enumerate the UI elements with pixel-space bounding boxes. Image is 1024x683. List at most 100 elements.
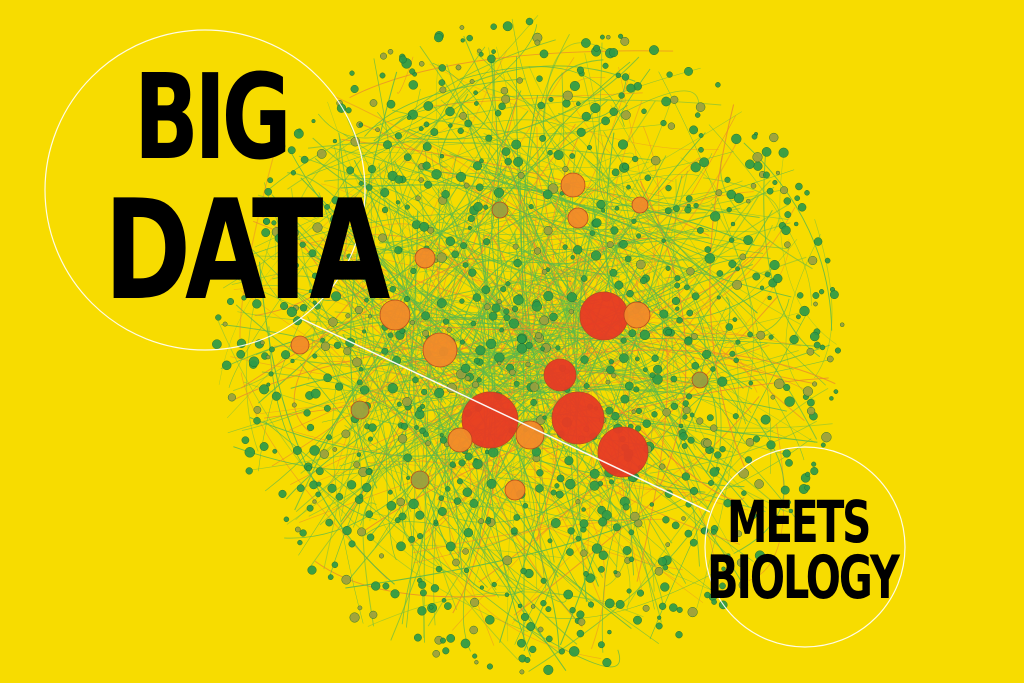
network-node [621, 110, 631, 120]
network-node [299, 304, 308, 312]
network-node [409, 68, 416, 75]
network-node [766, 440, 776, 450]
network-node [430, 584, 440, 593]
network-node [610, 226, 619, 235]
network-node [483, 204, 489, 210]
network-node [346, 166, 355, 175]
network-node [473, 357, 480, 364]
network-node [545, 635, 553, 643]
network-node [565, 478, 576, 490]
network-node [349, 612, 360, 623]
network-node [459, 112, 467, 120]
network-edge [300, 239, 412, 474]
network-node [424, 180, 432, 189]
network-edge [413, 462, 656, 564]
network-nodes [212, 17, 845, 675]
network-node [319, 449, 329, 459]
network-node [227, 393, 236, 402]
network-node [804, 484, 811, 491]
network-node [631, 218, 637, 224]
network-node [624, 381, 634, 391]
network-node [611, 411, 620, 421]
network-node [550, 518, 561, 528]
network-edge [598, 68, 651, 220]
network-node [628, 529, 635, 536]
network-node [794, 195, 801, 202]
network-node [726, 207, 732, 213]
network-node [509, 369, 516, 376]
network-node [345, 313, 351, 319]
network-node [662, 516, 670, 524]
network-node [358, 366, 364, 372]
network-node [342, 525, 352, 536]
network-edge [527, 283, 652, 358]
network-node [541, 269, 548, 275]
network-node [357, 527, 367, 537]
network-edge [427, 197, 720, 627]
network-edge [568, 234, 693, 504]
network-node [438, 495, 445, 501]
network-node [577, 618, 586, 626]
network-node [733, 193, 744, 204]
network-node [472, 653, 478, 659]
network-edge [462, 405, 528, 652]
network-node [575, 101, 581, 107]
network-node [498, 102, 506, 111]
network-node [580, 355, 589, 364]
network-edge [459, 237, 560, 390]
network-node [457, 127, 464, 135]
network-node [631, 409, 636, 414]
network-node [619, 239, 628, 249]
network-node [820, 442, 826, 448]
network-node [418, 177, 424, 183]
network-node [331, 196, 340, 205]
network-edge [442, 260, 590, 428]
network-edge [360, 155, 457, 526]
network-node [253, 405, 262, 414]
network-node [529, 645, 537, 654]
network-node [530, 604, 536, 609]
network-node [499, 327, 505, 333]
network-node [566, 548, 574, 556]
network-edge [527, 455, 606, 650]
network-node [633, 386, 640, 393]
network-edge [561, 72, 575, 545]
network-edge [333, 146, 593, 603]
network-node [458, 459, 466, 467]
network-node [674, 275, 681, 282]
network-node [580, 549, 588, 557]
network-node [710, 529, 717, 535]
network-node [543, 664, 554, 675]
network-node [569, 153, 576, 159]
network-node [352, 357, 362, 368]
network-node [243, 250, 253, 260]
network-node [728, 237, 735, 243]
network-node [813, 341, 821, 349]
network-node [252, 299, 262, 309]
network-node [562, 166, 569, 173]
network-edge [364, 78, 526, 137]
network-node [659, 463, 666, 470]
network-hub-node [597, 426, 649, 478]
network-node [651, 354, 659, 362]
network-edge [405, 264, 442, 341]
network-edge [482, 86, 632, 238]
network-node [570, 255, 575, 260]
network-edge [414, 177, 457, 610]
network-node [626, 588, 632, 594]
network-node [690, 162, 701, 173]
network-node [267, 177, 274, 184]
network-node [609, 107, 618, 117]
network-edge [308, 141, 656, 162]
network-node [756, 330, 766, 340]
network-node [296, 484, 305, 493]
network-edge [350, 71, 398, 489]
network-node [796, 292, 804, 299]
network-node [395, 200, 401, 205]
network-node [305, 465, 312, 472]
network-edge [636, 337, 669, 582]
network-node [324, 204, 331, 210]
network-node [673, 205, 680, 213]
network-node [400, 422, 408, 430]
